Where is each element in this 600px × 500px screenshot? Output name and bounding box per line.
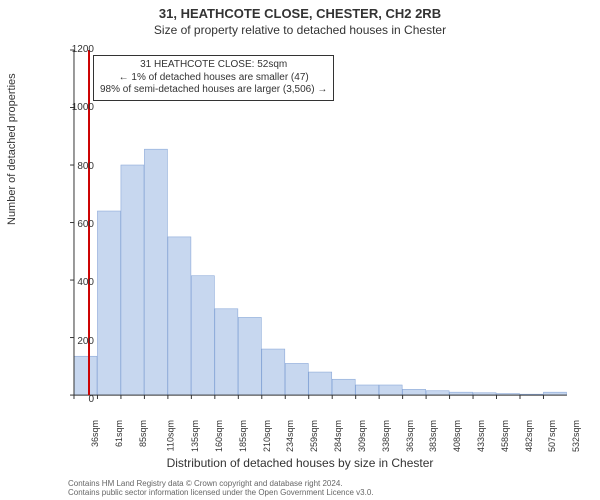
annotation-line-2: ← 1% of detached houses are smaller (47) xyxy=(100,72,327,85)
x-tick-label: 110sqm xyxy=(166,420,176,451)
x-tick-label: 185sqm xyxy=(238,420,248,452)
y-axis-label: Number of detached properties xyxy=(6,73,18,225)
x-tick-label: 433sqm xyxy=(476,420,486,452)
annotation-line-1: 31 HEATHCOTE CLOSE: 52sqm xyxy=(100,59,327,72)
y-tick-label: 800 xyxy=(54,161,94,172)
chart-subtitle: Size of property relative to detached ho… xyxy=(0,21,600,37)
x-tick-label: 36sqm xyxy=(90,420,100,447)
chart-container: 31, HEATHCOTE CLOSE, CHESTER, CH2 2RB Si… xyxy=(0,0,600,500)
y-tick-label: 200 xyxy=(54,336,94,347)
x-tick-label: 383sqm xyxy=(428,420,438,452)
histogram-plot xyxy=(68,50,568,400)
y-tick-label: 600 xyxy=(54,219,94,230)
x-tick-label: 234sqm xyxy=(286,420,296,452)
x-tick-label: 482sqm xyxy=(524,420,534,452)
x-tick-label: 458sqm xyxy=(500,420,510,452)
y-tick-label: 400 xyxy=(54,277,94,288)
x-tick-label: 61sqm xyxy=(114,420,124,447)
x-axis-title: Distribution of detached houses by size … xyxy=(0,456,600,470)
x-tick-label: 210sqm xyxy=(262,420,272,452)
x-tick-label: 532sqm xyxy=(571,420,581,452)
x-tick-label: 284sqm xyxy=(333,420,343,452)
chart-title: 31, HEATHCOTE CLOSE, CHESTER, CH2 2RB xyxy=(0,0,600,21)
annotation-box: 31 HEATHCOTE CLOSE: 52sqm ← 1% of detach… xyxy=(93,55,334,101)
x-tick-label: 160sqm xyxy=(214,420,224,452)
x-tick-label: 135sqm xyxy=(190,420,200,452)
y-tick-label: 0 xyxy=(54,394,94,405)
footer-line-2: Contains public sector information licen… xyxy=(68,488,374,498)
x-tick-label: 363sqm xyxy=(405,420,415,452)
y-tick-label: 1200 xyxy=(54,44,94,55)
x-tick-label: 259sqm xyxy=(309,420,319,452)
annotation-line-3: 98% of semi-detached houses are larger (… xyxy=(100,84,327,97)
footer-attribution: Contains HM Land Registry data © Crown c… xyxy=(68,479,374,498)
footer-line-1: Contains HM Land Registry data © Crown c… xyxy=(68,479,374,489)
y-tick-label: 1000 xyxy=(54,102,94,113)
x-tick-label: 85sqm xyxy=(138,420,148,447)
x-tick-label: 309sqm xyxy=(357,420,367,452)
x-tick-label: 408sqm xyxy=(452,420,462,452)
x-tick-label: 507sqm xyxy=(547,420,557,452)
x-tick-label: 338sqm xyxy=(381,420,391,452)
